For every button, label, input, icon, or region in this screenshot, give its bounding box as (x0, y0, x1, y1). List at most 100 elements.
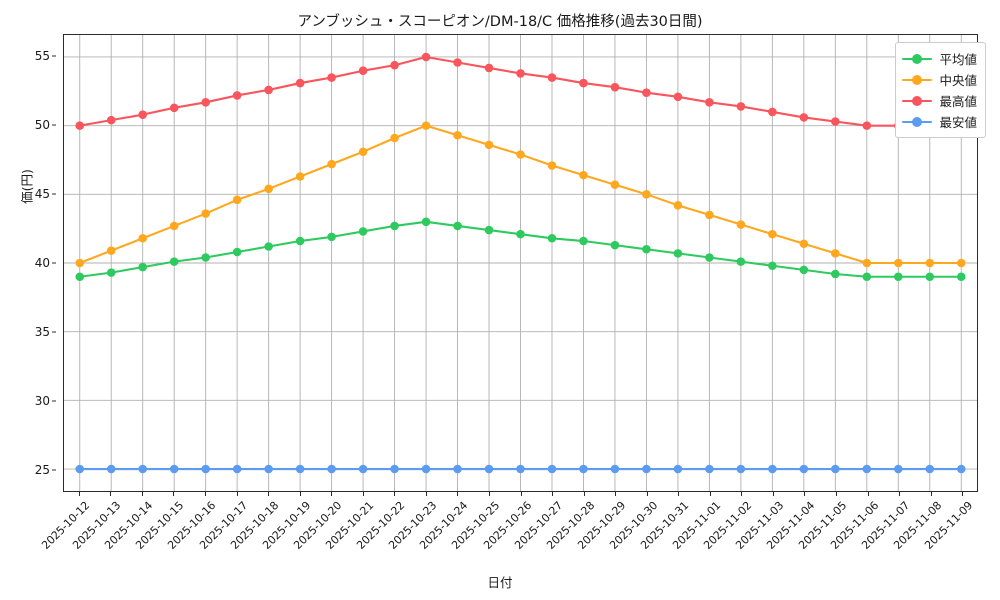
data-point (516, 69, 525, 78)
data-point (516, 464, 525, 474)
legend-swatch-icon (902, 115, 933, 129)
y-tick-label: 45 (34, 187, 50, 202)
data-point (768, 261, 777, 271)
data-point (610, 240, 620, 250)
data-point (138, 262, 147, 272)
y-tick-mark (52, 469, 56, 471)
data-point (232, 91, 242, 100)
x-tick-mark (772, 492, 774, 496)
data-point (736, 220, 746, 229)
x-tick-mark (583, 492, 585, 496)
data-point (232, 247, 242, 257)
x-tick-mark (268, 492, 270, 496)
data-point (201, 253, 210, 262)
data-point (106, 115, 116, 125)
legend-label: 最高値 (939, 94, 977, 109)
data-point (358, 66, 368, 75)
data-point (169, 103, 179, 113)
data-point (579, 236, 588, 246)
data-point (390, 221, 399, 231)
data-point (169, 257, 179, 266)
data-point (201, 209, 210, 218)
data-point (421, 464, 431, 474)
data-point (201, 464, 210, 474)
x-tick-mark (646, 492, 648, 496)
legend-label: 平均値 (939, 52, 977, 67)
legend-swatch-icon (902, 94, 933, 108)
data-point (169, 464, 179, 474)
data-point (894, 258, 903, 268)
x-tick-mark (173, 492, 175, 496)
data-point (705, 98, 714, 107)
x-tick-mark (520, 492, 522, 496)
series-line (78, 55, 963, 127)
data-point (862, 121, 872, 130)
data-point (799, 239, 809, 249)
data-point (421, 217, 431, 227)
data-point (484, 464, 494, 474)
data-point (138, 110, 147, 119)
data-point (925, 272, 935, 282)
y-tick-mark (52, 193, 56, 195)
data-point (956, 464, 966, 474)
data-point (642, 464, 651, 474)
data-point (642, 88, 651, 97)
x-tick-mark (78, 492, 80, 496)
data-point (75, 121, 85, 130)
data-point (862, 464, 872, 474)
data-point (327, 464, 336, 474)
data-point (768, 464, 777, 474)
legend-item[interactable]: 平均値 (902, 48, 977, 69)
legend-label: 中央値 (939, 73, 977, 88)
y-tick-label: 25 (34, 462, 50, 477)
data-point (547, 233, 557, 243)
x-tick-mark (741, 492, 743, 496)
data-point (673, 92, 683, 102)
data-point (516, 229, 525, 239)
legend-item[interactable]: 中央値 (902, 69, 977, 90)
y-tick-mark (52, 124, 56, 126)
legend-item[interactable]: 最安値 (902, 111, 977, 132)
data-point (736, 102, 746, 111)
x-tick-mark (362, 492, 364, 496)
data-point (831, 269, 840, 279)
data-point (673, 201, 683, 210)
data-point (673, 249, 683, 258)
x-tick-mark (299, 492, 301, 496)
x-tick-mark (204, 492, 206, 496)
x-tick-mark (425, 492, 427, 496)
legend-item[interactable]: 最高値 (902, 90, 977, 111)
legend-swatch-icon (902, 73, 933, 87)
data-point (453, 130, 462, 140)
data-point (295, 78, 305, 88)
data-point (705, 210, 714, 220)
y-tick-mark (52, 262, 56, 264)
x-axis-label: 日付 (487, 575, 513, 590)
data-point (327, 159, 336, 169)
legend-label: 最安値 (939, 115, 977, 130)
data-point (956, 258, 966, 268)
data-point (579, 78, 588, 88)
x-tick-mark (488, 492, 490, 496)
y-tick-label: 50 (34, 118, 50, 133)
x-axis-tick-labels: 2025-10-12 2025-10-13 2025-10-14 2025-10-15… (39, 492, 978, 592)
data-point (894, 272, 903, 282)
data-point (169, 221, 179, 231)
x-tick-mark (678, 492, 680, 496)
data-point (295, 172, 305, 181)
y-axis-tick-labels: 25 30 35 40 45 50 55 (20, 34, 56, 492)
data-point (799, 113, 809, 122)
data-point (956, 272, 966, 282)
data-point (705, 464, 714, 474)
y-tick-mark (52, 400, 56, 402)
data-point (295, 236, 305, 246)
y-tick-label: 55 (34, 49, 50, 64)
y-tick-label: 35 (34, 324, 50, 339)
x-tick-mark (110, 492, 112, 496)
data-point (547, 464, 557, 474)
data-point (484, 225, 494, 235)
data-point (516, 150, 525, 159)
x-tick-mark (331, 492, 333, 496)
data-point (390, 464, 399, 474)
